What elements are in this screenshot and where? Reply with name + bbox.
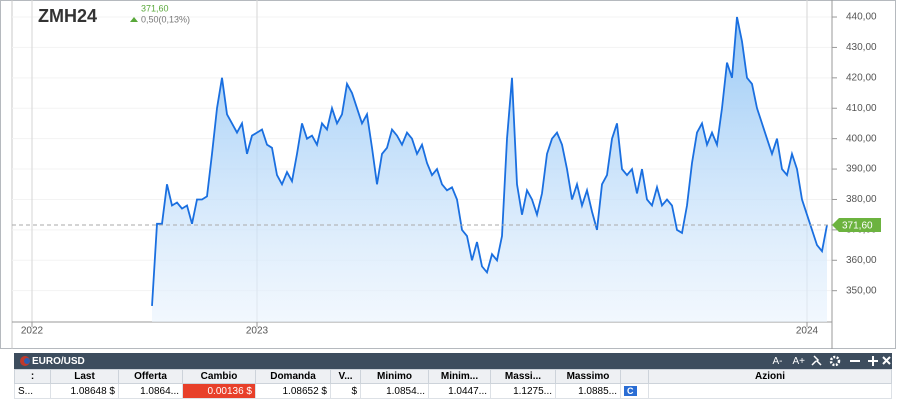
cell: 1.0447... <box>428 383 491 399</box>
column-header: Minimo <box>360 369 429 384</box>
column-header <box>620 369 649 384</box>
cell <box>648 383 892 399</box>
y-tick-label: 360,00 <box>846 255 877 266</box>
y-tick-label: 400,00 <box>846 133 877 144</box>
column-header: Massimo <box>555 369 621 384</box>
watchlist: EURO/USD A- A+ : Last Offerta Cambio Domanda… <box>14 353 892 399</box>
cell: 1.0864... <box>118 383 183 399</box>
area <box>152 17 827 322</box>
column-header: : <box>14 369 51 384</box>
cell: 0.00136 $ <box>182 383 256 399</box>
y-tick-label: 350,00 <box>846 285 877 296</box>
cell: 1.1275... <box>490 383 556 399</box>
window-buttons[interactable] <box>810 355 892 367</box>
symbol-title: ZMH24 <box>38 6 97 26</box>
cell: 1.0885... <box>555 383 621 399</box>
last-price-label: 371,60 <box>842 221 873 232</box>
font-larger[interactable]: A+ <box>792 355 805 367</box>
price: 371,60 <box>141 3 169 13</box>
y-tick-label: 430,00 <box>846 42 877 53</box>
cell: 1.0854... <box>360 383 429 399</box>
cell: 1.08648 $ <box>50 383 119 399</box>
price-line <box>151 16 828 306</box>
y-tick-label: 420,00 <box>846 72 877 83</box>
y-tick-label: 380,00 <box>846 194 877 205</box>
y-tick-label: 440,00 <box>846 12 877 23</box>
y-tick-label: 410,00 <box>846 103 877 114</box>
column-header: Cambio <box>182 369 256 384</box>
flag-icon <box>20 356 30 366</box>
column-header: Domanda <box>255 369 331 384</box>
change: 0,50(0,13%) <box>141 14 190 24</box>
column-header: V... <box>330 369 361 384</box>
font-smaller[interactable]: A- <box>772 355 783 367</box>
row: S... 1.08648 $1.0864... 0.00136 $1.08652 $… <box>14 383 892 399</box>
column-header: Minim... <box>428 369 491 384</box>
chart: 350,00360,00370,00380,00390,00400,00410,… <box>0 0 896 349</box>
quotes-table: : Last Offerta Cambio Domanda V... Minimo Minim… <box>14 369 892 399</box>
x-tick-label: 2022 <box>21 326 44 337</box>
y-tick-label: 390,00 <box>846 164 877 175</box>
column-header: Offerta <box>118 369 183 384</box>
x-tick-label: 2024 <box>796 326 819 337</box>
cell: S... <box>14 383 51 399</box>
cell: $ <box>330 383 361 399</box>
cell: C <box>620 383 649 399</box>
column-header: Last <box>50 369 119 384</box>
x-tick-label: 2023 <box>246 326 269 337</box>
column-header: Massi... <box>490 369 556 384</box>
up-arrow <box>130 17 138 22</box>
column-header: Azioni <box>648 369 892 384</box>
last-price-tag <box>832 218 881 233</box>
cell: 1.08652 $ <box>255 383 331 399</box>
action-icon[interactable]: C <box>624 385 637 396</box>
watchlist-bar: EURO/USD A- A+ <box>14 353 892 369</box>
watchlist-title: EURO/USD <box>32 355 85 367</box>
